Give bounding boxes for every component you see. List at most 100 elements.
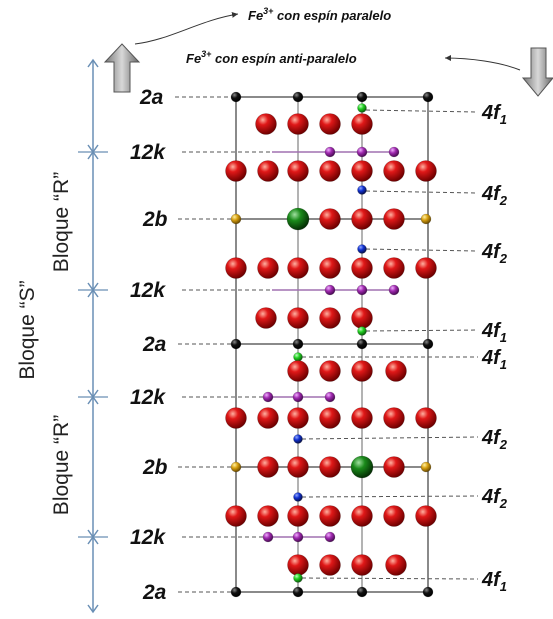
fe-2a-atom bbox=[292, 586, 304, 598]
axis-tick-2 bbox=[78, 282, 108, 298]
guide-line bbox=[301, 495, 479, 498]
barium-atom bbox=[286, 207, 310, 231]
oxygen-atom bbox=[287, 113, 309, 135]
block-r-upper-label: Bloque “R” bbox=[50, 172, 73, 272]
oxygen-atom bbox=[287, 307, 309, 329]
oxygen-atom bbox=[351, 505, 373, 527]
oxygen-atom bbox=[415, 505, 437, 527]
site-label-4f1-top: 4f1 bbox=[481, 102, 507, 127]
fe-12k-atom bbox=[292, 391, 304, 403]
legend: Fe3+ con espín paralelo Fe3+ con espín a… bbox=[103, 6, 553, 97]
fe-4f1-atom bbox=[357, 103, 367, 113]
legend-curve-antiparallel bbox=[444, 55, 521, 71]
legend-antiparallel: Fe3+ con espín anti-paralelo bbox=[186, 49, 357, 66]
oxygen-atom bbox=[225, 160, 247, 182]
oxygen-atom bbox=[287, 160, 309, 182]
oxygen-atom bbox=[383, 208, 405, 230]
site-label-2b-upper: 2b bbox=[142, 208, 168, 231]
fe-4f2-atom bbox=[357, 185, 367, 195]
fe-12k-atom bbox=[324, 146, 336, 158]
fe-2a-atom bbox=[356, 586, 368, 598]
oxygen-atom bbox=[257, 407, 279, 429]
fe-12k-atom bbox=[262, 531, 274, 543]
fe-12k-atom bbox=[388, 284, 400, 296]
oxygen-atom bbox=[319, 113, 341, 135]
guide-line bbox=[301, 436, 479, 440]
site-label-4f2-c: 4f2 bbox=[481, 427, 508, 452]
oxygen-atom bbox=[287, 257, 309, 279]
fe-12k-atom bbox=[262, 391, 274, 403]
oxygen-atom bbox=[351, 208, 373, 230]
fe-4f1-atom bbox=[293, 573, 303, 583]
fe-2a-atom bbox=[292, 338, 304, 350]
fe-2a-atom bbox=[422, 586, 434, 598]
oxygen-atom bbox=[225, 407, 247, 429]
axis-tick-3 bbox=[78, 389, 108, 405]
oxygen-atom bbox=[319, 456, 341, 478]
oxygen-atom bbox=[351, 307, 373, 329]
barium-atom bbox=[350, 455, 374, 479]
fe-12k-atom bbox=[292, 531, 304, 543]
oxygen-atom bbox=[415, 407, 437, 429]
oxygen-atom bbox=[385, 554, 407, 576]
site-label-2a-middle: 2a bbox=[142, 333, 167, 356]
oxygen-atom bbox=[351, 554, 373, 576]
right-site-labels: 4f1 4f2 4f2 4f1 4f1 4f2 4f2 4f1 bbox=[481, 102, 508, 594]
fe-2a-atom bbox=[230, 338, 242, 350]
oxygen-atom bbox=[319, 257, 341, 279]
oxygen-atom bbox=[383, 257, 405, 279]
block-axis bbox=[78, 58, 108, 614]
site-label-4f1-bottom: 4f1 bbox=[481, 569, 507, 594]
oxygen-atom bbox=[287, 456, 309, 478]
axis-end-bottom bbox=[87, 604, 99, 614]
legend-curve-parallel bbox=[134, 11, 239, 45]
site-label-4f1-mid-b: 4f1 bbox=[481, 347, 507, 372]
axis-end-top bbox=[87, 58, 99, 68]
fe-2b-atom bbox=[230, 461, 242, 473]
oxygen-atom bbox=[415, 257, 437, 279]
oxygen-atom bbox=[225, 257, 247, 279]
site-label-4f2-a: 4f2 bbox=[481, 183, 508, 208]
site-label-4f2-b: 4f2 bbox=[481, 241, 508, 266]
guide-line bbox=[301, 577, 479, 580]
oxygen-atom bbox=[287, 505, 309, 527]
fe-12k-atom bbox=[356, 284, 368, 296]
fe-4f1-atom bbox=[357, 326, 367, 336]
fe-2b-atom bbox=[420, 213, 432, 225]
oxygen-atom bbox=[351, 407, 373, 429]
site-label-4f1-mid-a: 4f1 bbox=[481, 320, 507, 345]
fe-2a-atom bbox=[422, 91, 434, 103]
oxygen-atom bbox=[257, 257, 279, 279]
oxygen-atom bbox=[255, 113, 277, 135]
fe-4f2-atom bbox=[293, 492, 303, 502]
fe-2a-atom bbox=[356, 91, 368, 103]
axis-tick-1 bbox=[78, 144, 108, 160]
guide-line bbox=[365, 329, 479, 332]
site-label-12k-3: 12k bbox=[130, 386, 166, 409]
guide-line bbox=[365, 109, 479, 113]
site-label-4f2-d: 4f2 bbox=[481, 486, 508, 511]
site-label-12k-2: 12k bbox=[130, 279, 166, 302]
fe-12k-atom bbox=[324, 531, 336, 543]
oxygen-atom bbox=[287, 407, 309, 429]
fe-2b-atom bbox=[420, 461, 432, 473]
fe-2a-atom bbox=[292, 91, 304, 103]
fe-12k-atom bbox=[324, 391, 336, 403]
oxygen-atom bbox=[383, 407, 405, 429]
oxygen-atom bbox=[225, 505, 247, 527]
site-label-2a-top: 2a bbox=[139, 86, 164, 109]
oxygen-atom bbox=[383, 456, 405, 478]
oxygen-atom bbox=[257, 160, 279, 182]
oxygen-atom bbox=[351, 360, 373, 382]
oxygen-atom bbox=[351, 257, 373, 279]
left-site-labels: 2a 12k 2b 12k 2a 12k 2b 12k 2a bbox=[130, 86, 168, 604]
oxygen-atom bbox=[255, 307, 277, 329]
block-r-lower-label: Bloque “R” bbox=[50, 415, 73, 515]
spin-up-arrow-icon bbox=[103, 43, 141, 93]
fe-4f2-atom bbox=[357, 244, 367, 254]
oxygen-atom bbox=[319, 554, 341, 576]
guide-line bbox=[365, 248, 479, 252]
fe-12k-atom bbox=[356, 146, 368, 158]
spin-down-arrow-icon bbox=[521, 47, 553, 97]
